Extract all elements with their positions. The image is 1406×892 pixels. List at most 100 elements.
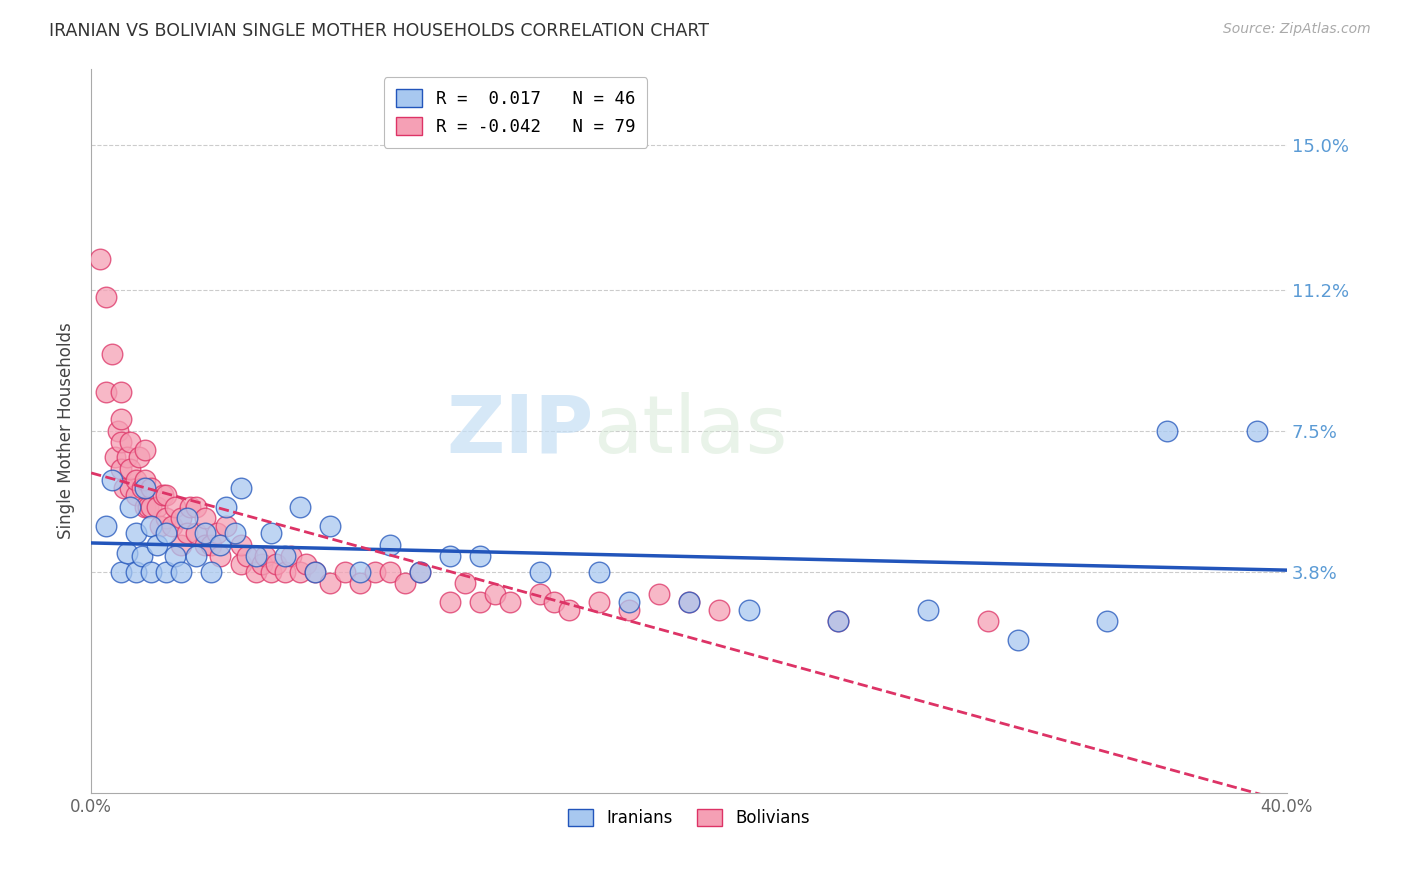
Point <box>224 526 246 541</box>
Point <box>125 526 148 541</box>
Point <box>349 576 371 591</box>
Point <box>588 565 610 579</box>
Point <box>146 500 169 514</box>
Point <box>245 549 267 564</box>
Point <box>304 565 326 579</box>
Point <box>155 526 177 541</box>
Text: ZIP: ZIP <box>446 392 593 469</box>
Point <box>215 519 238 533</box>
Point <box>118 435 141 450</box>
Point <box>149 519 172 533</box>
Point <box>131 549 153 564</box>
Point <box>215 500 238 514</box>
Point <box>295 557 318 571</box>
Point <box>110 385 132 400</box>
Point <box>977 614 1000 628</box>
Point <box>378 565 401 579</box>
Point <box>266 557 288 571</box>
Point <box>394 576 416 591</box>
Point <box>274 565 297 579</box>
Point <box>194 538 217 552</box>
Point <box>118 461 141 475</box>
Point <box>163 549 186 564</box>
Point <box>101 347 124 361</box>
Text: atlas: atlas <box>593 392 787 469</box>
Point <box>163 500 186 514</box>
Point <box>364 565 387 579</box>
Point <box>827 614 849 628</box>
Point <box>484 587 506 601</box>
Point <box>250 557 273 571</box>
Point <box>107 424 129 438</box>
Point <box>160 519 183 533</box>
Point <box>245 565 267 579</box>
Point <box>319 519 342 533</box>
Point <box>1097 614 1119 628</box>
Point <box>290 500 312 514</box>
Point <box>155 511 177 525</box>
Point <box>136 500 159 514</box>
Point <box>134 481 156 495</box>
Point <box>179 500 201 514</box>
Point <box>543 595 565 609</box>
Point <box>176 511 198 525</box>
Point <box>648 587 671 601</box>
Point <box>115 545 138 559</box>
Point <box>274 549 297 564</box>
Point <box>529 565 551 579</box>
Point <box>619 603 641 617</box>
Point <box>468 595 491 609</box>
Point <box>409 565 432 579</box>
Y-axis label: Single Mother Households: Single Mother Households <box>58 322 75 539</box>
Point <box>110 565 132 579</box>
Point <box>176 526 198 541</box>
Point <box>208 538 231 552</box>
Point <box>115 450 138 465</box>
Text: IRANIAN VS BOLIVIAN SINGLE MOTHER HOUSEHOLDS CORRELATION CHART: IRANIAN VS BOLIVIAN SINGLE MOTHER HOUSEH… <box>49 22 709 40</box>
Point <box>280 549 302 564</box>
Point <box>134 500 156 514</box>
Point <box>170 511 193 525</box>
Point <box>229 481 252 495</box>
Legend: Iranians, Bolivians: Iranians, Bolivians <box>560 800 818 835</box>
Point <box>128 450 150 465</box>
Point <box>146 538 169 552</box>
Point <box>290 565 312 579</box>
Point <box>118 481 141 495</box>
Point <box>89 252 111 266</box>
Point <box>335 565 357 579</box>
Point <box>588 595 610 609</box>
Point <box>101 473 124 487</box>
Point <box>378 538 401 552</box>
Point <box>139 481 162 495</box>
Point <box>439 595 461 609</box>
Point <box>827 614 849 628</box>
Point <box>619 595 641 609</box>
Point <box>409 565 432 579</box>
Point <box>558 603 581 617</box>
Point <box>94 519 117 533</box>
Point <box>1246 424 1268 438</box>
Point <box>454 576 477 591</box>
Point <box>125 473 148 487</box>
Point <box>194 511 217 525</box>
Point <box>139 519 162 533</box>
Point <box>110 435 132 450</box>
Point <box>349 565 371 579</box>
Point <box>917 603 939 617</box>
Point <box>319 576 342 591</box>
Point <box>110 412 132 426</box>
Point <box>253 549 276 564</box>
Point <box>104 450 127 465</box>
Point <box>200 565 222 579</box>
Point <box>170 565 193 579</box>
Point <box>738 603 761 617</box>
Point <box>131 481 153 495</box>
Point <box>184 526 207 541</box>
Point <box>205 526 228 541</box>
Point <box>139 500 162 514</box>
Point <box>125 488 148 502</box>
Point <box>678 595 700 609</box>
Point <box>155 565 177 579</box>
Point <box>155 488 177 502</box>
